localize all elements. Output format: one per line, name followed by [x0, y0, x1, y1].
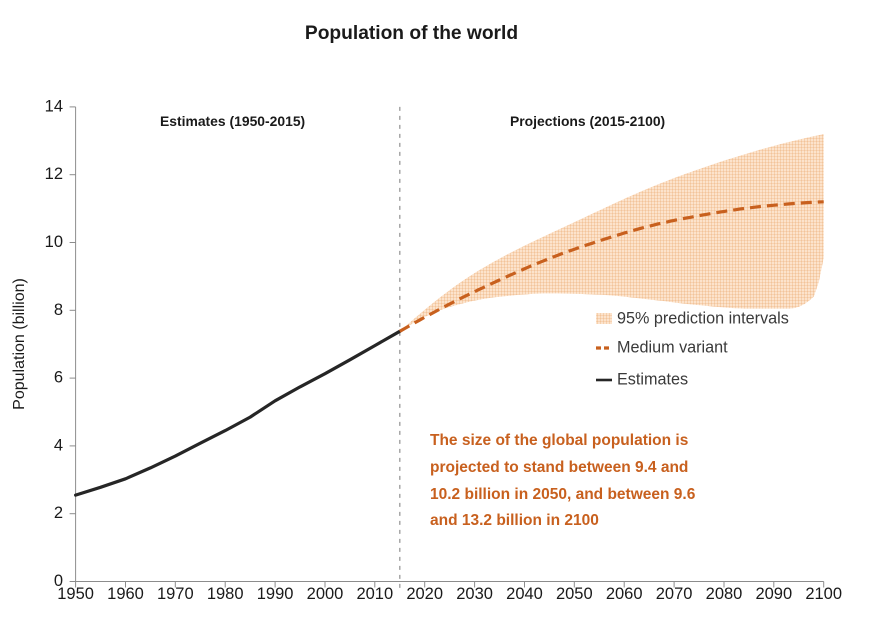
svg-text:2050: 2050: [556, 585, 593, 603]
svg-text:4: 4: [54, 436, 63, 454]
svg-text:10: 10: [45, 233, 63, 251]
svg-text:1960: 1960: [107, 585, 144, 603]
svg-text:Estimates: Estimates: [617, 371, 688, 389]
svg-text:2030: 2030: [456, 585, 493, 603]
svg-text:1970: 1970: [157, 585, 194, 603]
svg-text:2010: 2010: [356, 585, 393, 603]
svg-text:Medium variant: Medium variant: [617, 339, 728, 357]
svg-text:1980: 1980: [207, 585, 244, 603]
svg-text:2060: 2060: [606, 585, 643, 603]
svg-text:2000: 2000: [307, 585, 344, 603]
svg-text:1990: 1990: [257, 585, 294, 603]
svg-text:2040: 2040: [506, 585, 543, 603]
svg-text:8: 8: [54, 301, 63, 319]
svg-text:2100: 2100: [805, 585, 842, 603]
svg-text:2090: 2090: [755, 585, 792, 603]
svg-text:Population (billion): Population (billion): [11, 278, 28, 410]
svg-text:2080: 2080: [706, 585, 743, 603]
svg-text:2020: 2020: [406, 585, 443, 603]
svg-text:14: 14: [45, 97, 63, 115]
svg-text:12: 12: [45, 165, 63, 183]
svg-text:6: 6: [54, 369, 63, 387]
svg-text:2070: 2070: [656, 585, 693, 603]
svg-text:0: 0: [54, 572, 63, 590]
svg-text:95% prediction intervals: 95% prediction intervals: [617, 310, 789, 328]
svg-text:2: 2: [54, 504, 63, 522]
